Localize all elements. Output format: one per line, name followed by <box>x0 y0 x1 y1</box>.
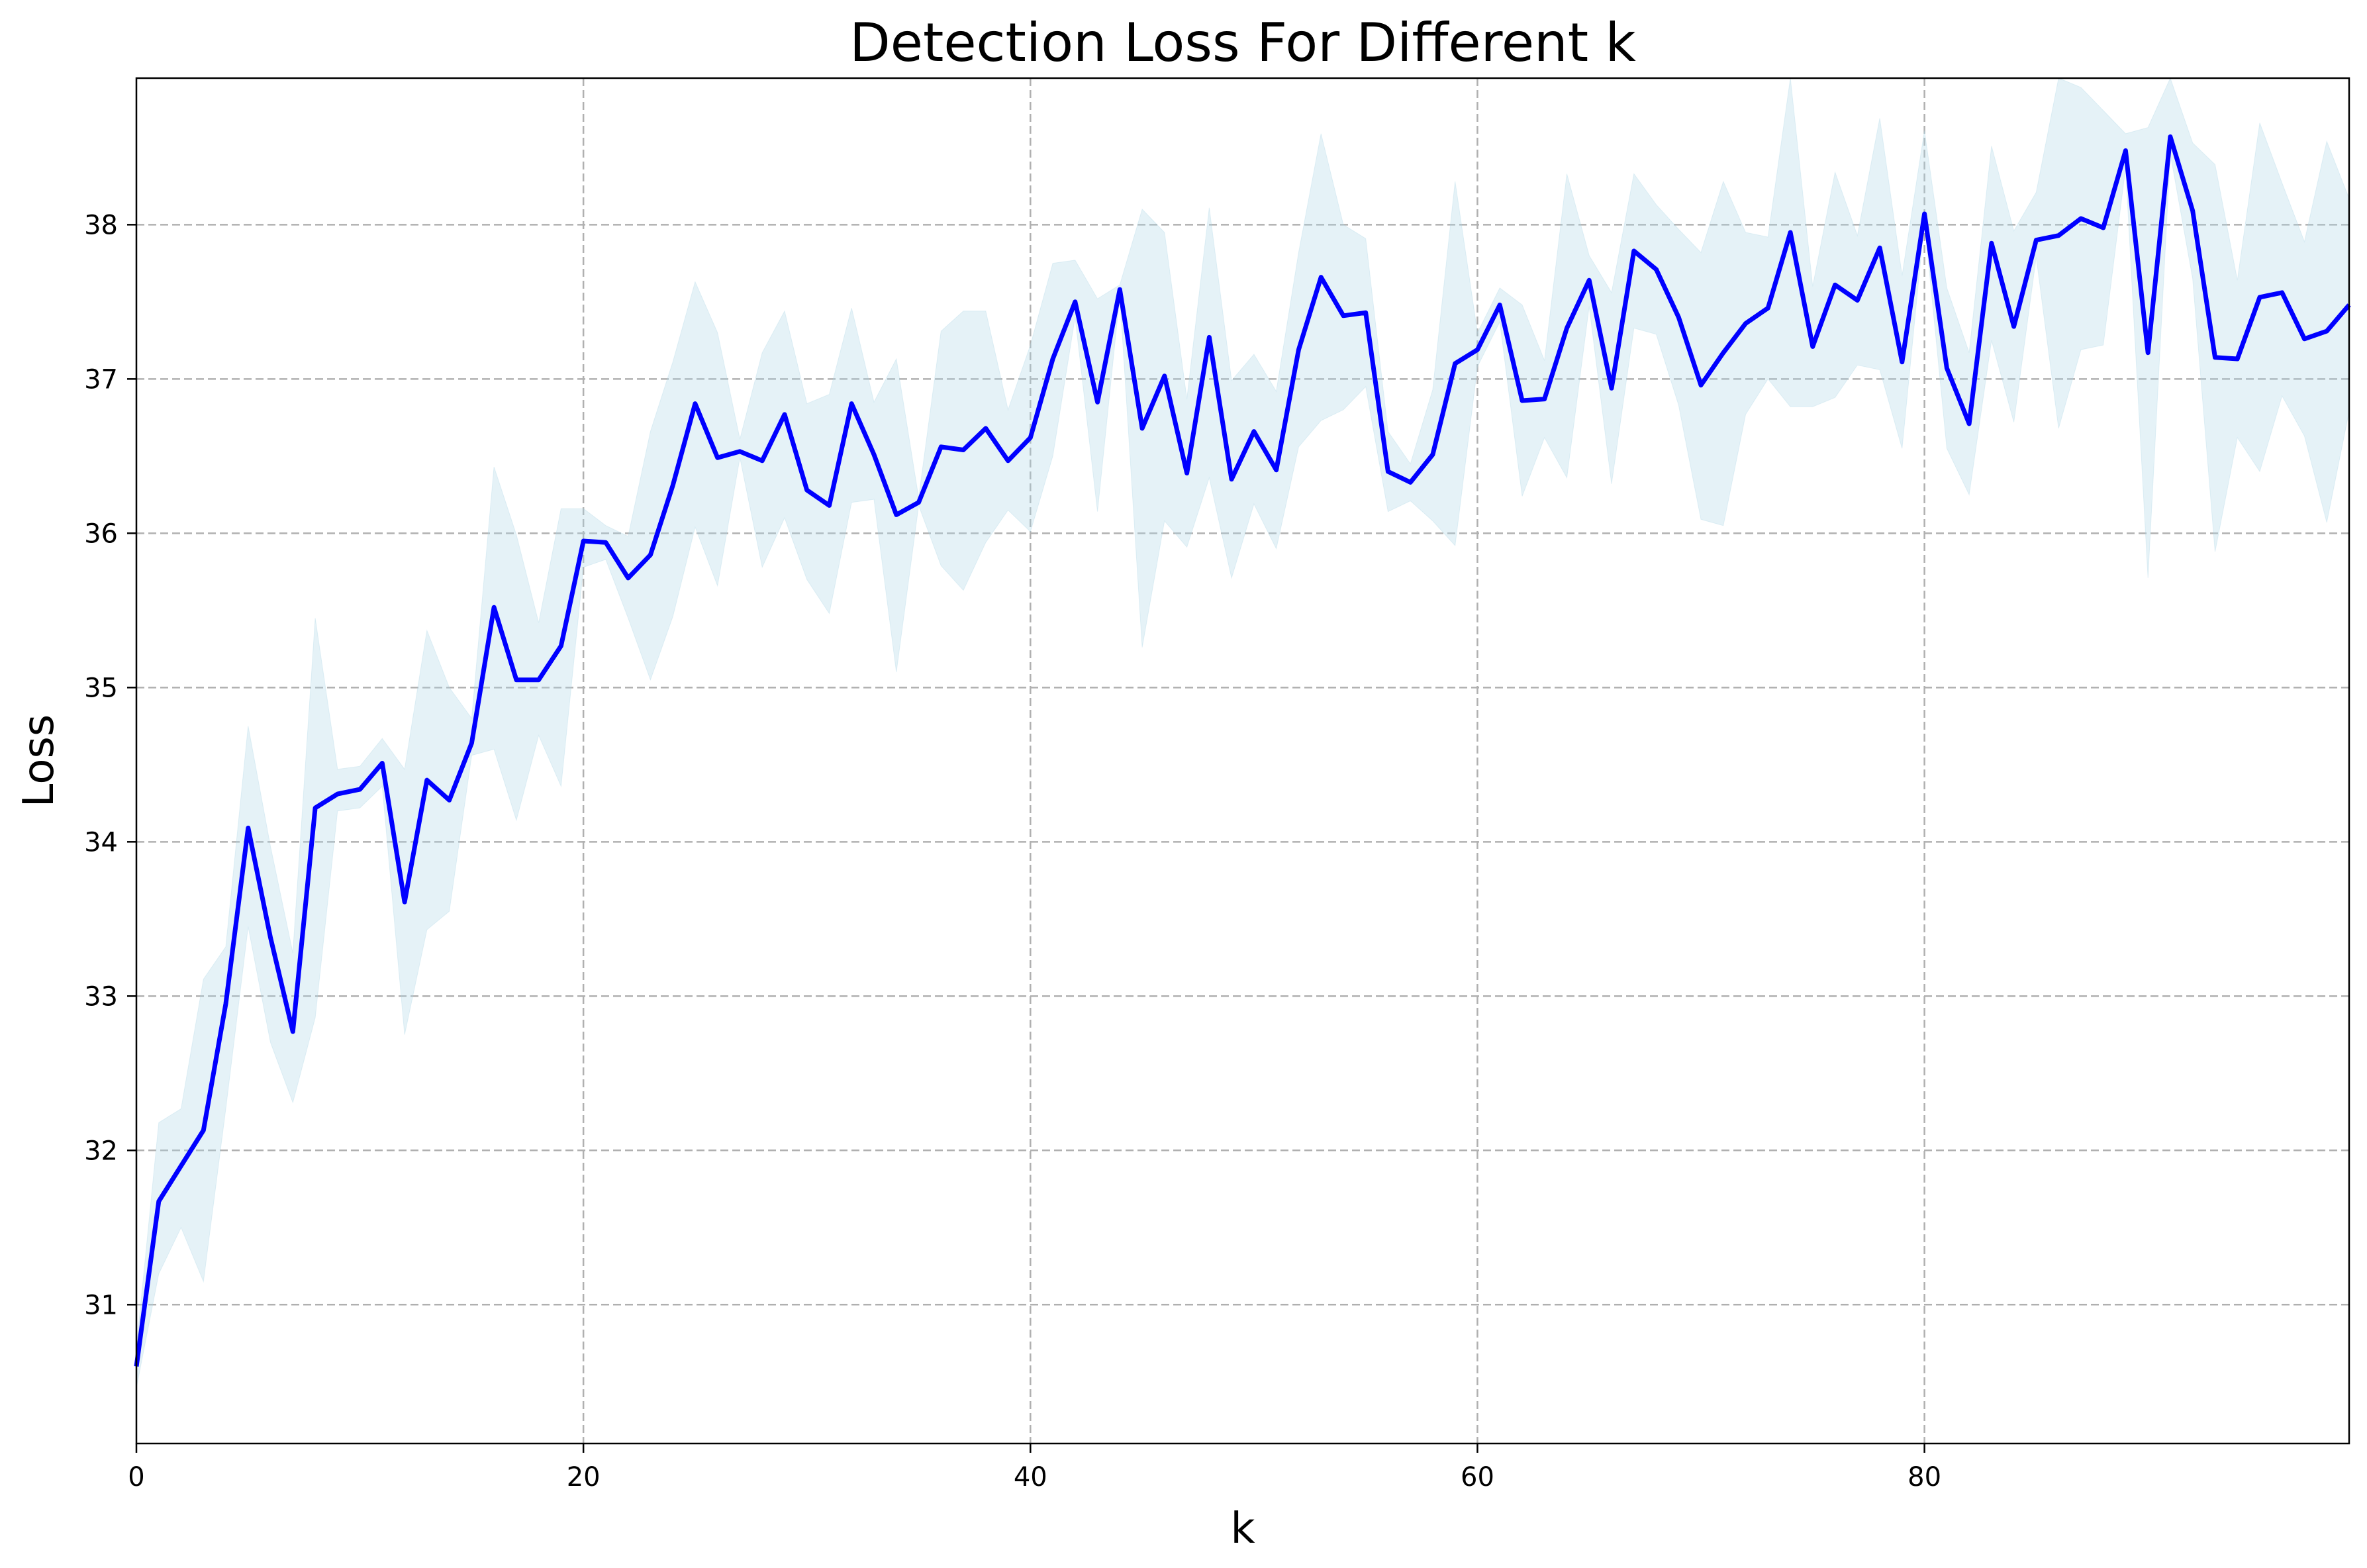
y-tick-label: 35 <box>84 673 118 703</box>
y-tick-label: 33 <box>84 981 118 1012</box>
grid <box>136 78 2349 1444</box>
x-tick-label: 20 <box>567 1462 601 1493</box>
chart-title: Detection Loss For Different k <box>849 12 1636 74</box>
y-axis-label: Loss <box>15 714 64 807</box>
x-tick-label: 60 <box>1461 1462 1494 1493</box>
plot-frame <box>135 77 2350 1445</box>
y-tick-label: 36 <box>84 518 118 549</box>
y-tick-label: 32 <box>84 1136 118 1166</box>
x-tick-label: 0 <box>128 1462 144 1493</box>
mean-line-layer <box>134 134 2351 1367</box>
y-axis-ticks: 31 32 33 34 35 36 37 38 <box>84 210 136 1320</box>
y-tick-label: 34 <box>84 827 118 858</box>
y-tick-label: 38 <box>84 210 118 240</box>
x-axis-label: k <box>1230 1504 1255 1553</box>
y-tick-label: 37 <box>84 364 118 395</box>
x-tick-label: 40 <box>1014 1462 1047 1493</box>
y-tick-label: 31 <box>84 1290 118 1320</box>
x-tick-label: 80 <box>1908 1462 1941 1493</box>
x-axis-ticks: 0 20 40 60 80 <box>128 1444 1941 1493</box>
mean-loss-line <box>134 134 2351 1367</box>
